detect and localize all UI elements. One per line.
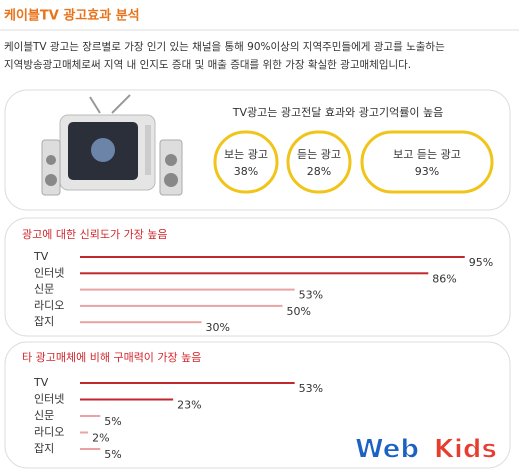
bar xyxy=(80,304,283,307)
value-label: 5% xyxy=(104,415,121,428)
bar xyxy=(80,448,101,450)
recall-value: 38% xyxy=(234,165,258,178)
recall-label: 보고 듣는 광고 xyxy=(393,148,461,161)
recall-bubble xyxy=(360,130,494,194)
recall-bubble xyxy=(213,130,279,194)
bar xyxy=(80,398,174,401)
value-label: 2% xyxy=(92,432,109,445)
recall-label: 보는 광고 xyxy=(224,148,268,161)
recall-value: 93% xyxy=(415,165,439,178)
value-label: 5% xyxy=(104,448,121,461)
value-label: 53% xyxy=(299,382,323,395)
chart-title: 타 광고매체에 비해 구매력이 가장 높음 xyxy=(22,350,201,364)
value-label: 53% xyxy=(299,289,323,302)
bar xyxy=(80,382,295,384)
category-label: 인터넷 xyxy=(34,266,64,279)
chart-box xyxy=(4,341,511,469)
category-label: 잡지 xyxy=(34,442,54,455)
category-label: 라디오 xyxy=(34,426,64,439)
recall-bubble xyxy=(286,130,352,194)
category-label: 인터넷 xyxy=(34,393,64,406)
tv-illustration xyxy=(41,94,183,196)
value-label: 50% xyxy=(287,305,311,318)
value-label: 23% xyxy=(177,399,201,412)
category-label: TV xyxy=(33,376,49,389)
intro-line: 지역방송광고매체로써 지역 내 인지도 증대 및 매출 증대를 위한 가장 확실… xyxy=(4,58,411,71)
value-label: 95% xyxy=(469,256,493,269)
value-label: 86% xyxy=(432,272,456,285)
bar xyxy=(80,415,101,417)
chart-title: 광고에 대한 신뢰도가 가장 높음 xyxy=(22,228,168,241)
category-label: 잡지 xyxy=(34,315,54,328)
logo-web: Web xyxy=(355,435,419,465)
category-label: TV xyxy=(33,250,49,263)
bar xyxy=(80,272,429,275)
bar xyxy=(80,431,89,434)
page-title: 케이블TV 광고효과 분석 xyxy=(4,8,140,24)
intro-line: 케이블TV 광고는 장르별로 가장 인기 있는 채널을 통해 90%이상의 지역… xyxy=(4,40,445,53)
bar xyxy=(80,288,295,291)
recall-title: TV광고는 광고전달 효과와 광고기억률이 높음 xyxy=(232,106,443,119)
recall-value: 28% xyxy=(307,165,331,178)
logo-kids: Kids xyxy=(434,435,497,465)
bar xyxy=(80,256,465,258)
category-label: 신문 xyxy=(34,283,54,296)
value-label: 30% xyxy=(206,321,230,334)
category-label: 신문 xyxy=(34,409,54,422)
category-label: 라디오 xyxy=(34,299,64,312)
recall-label: 듣는 광고 xyxy=(297,148,341,161)
bar xyxy=(80,321,202,324)
